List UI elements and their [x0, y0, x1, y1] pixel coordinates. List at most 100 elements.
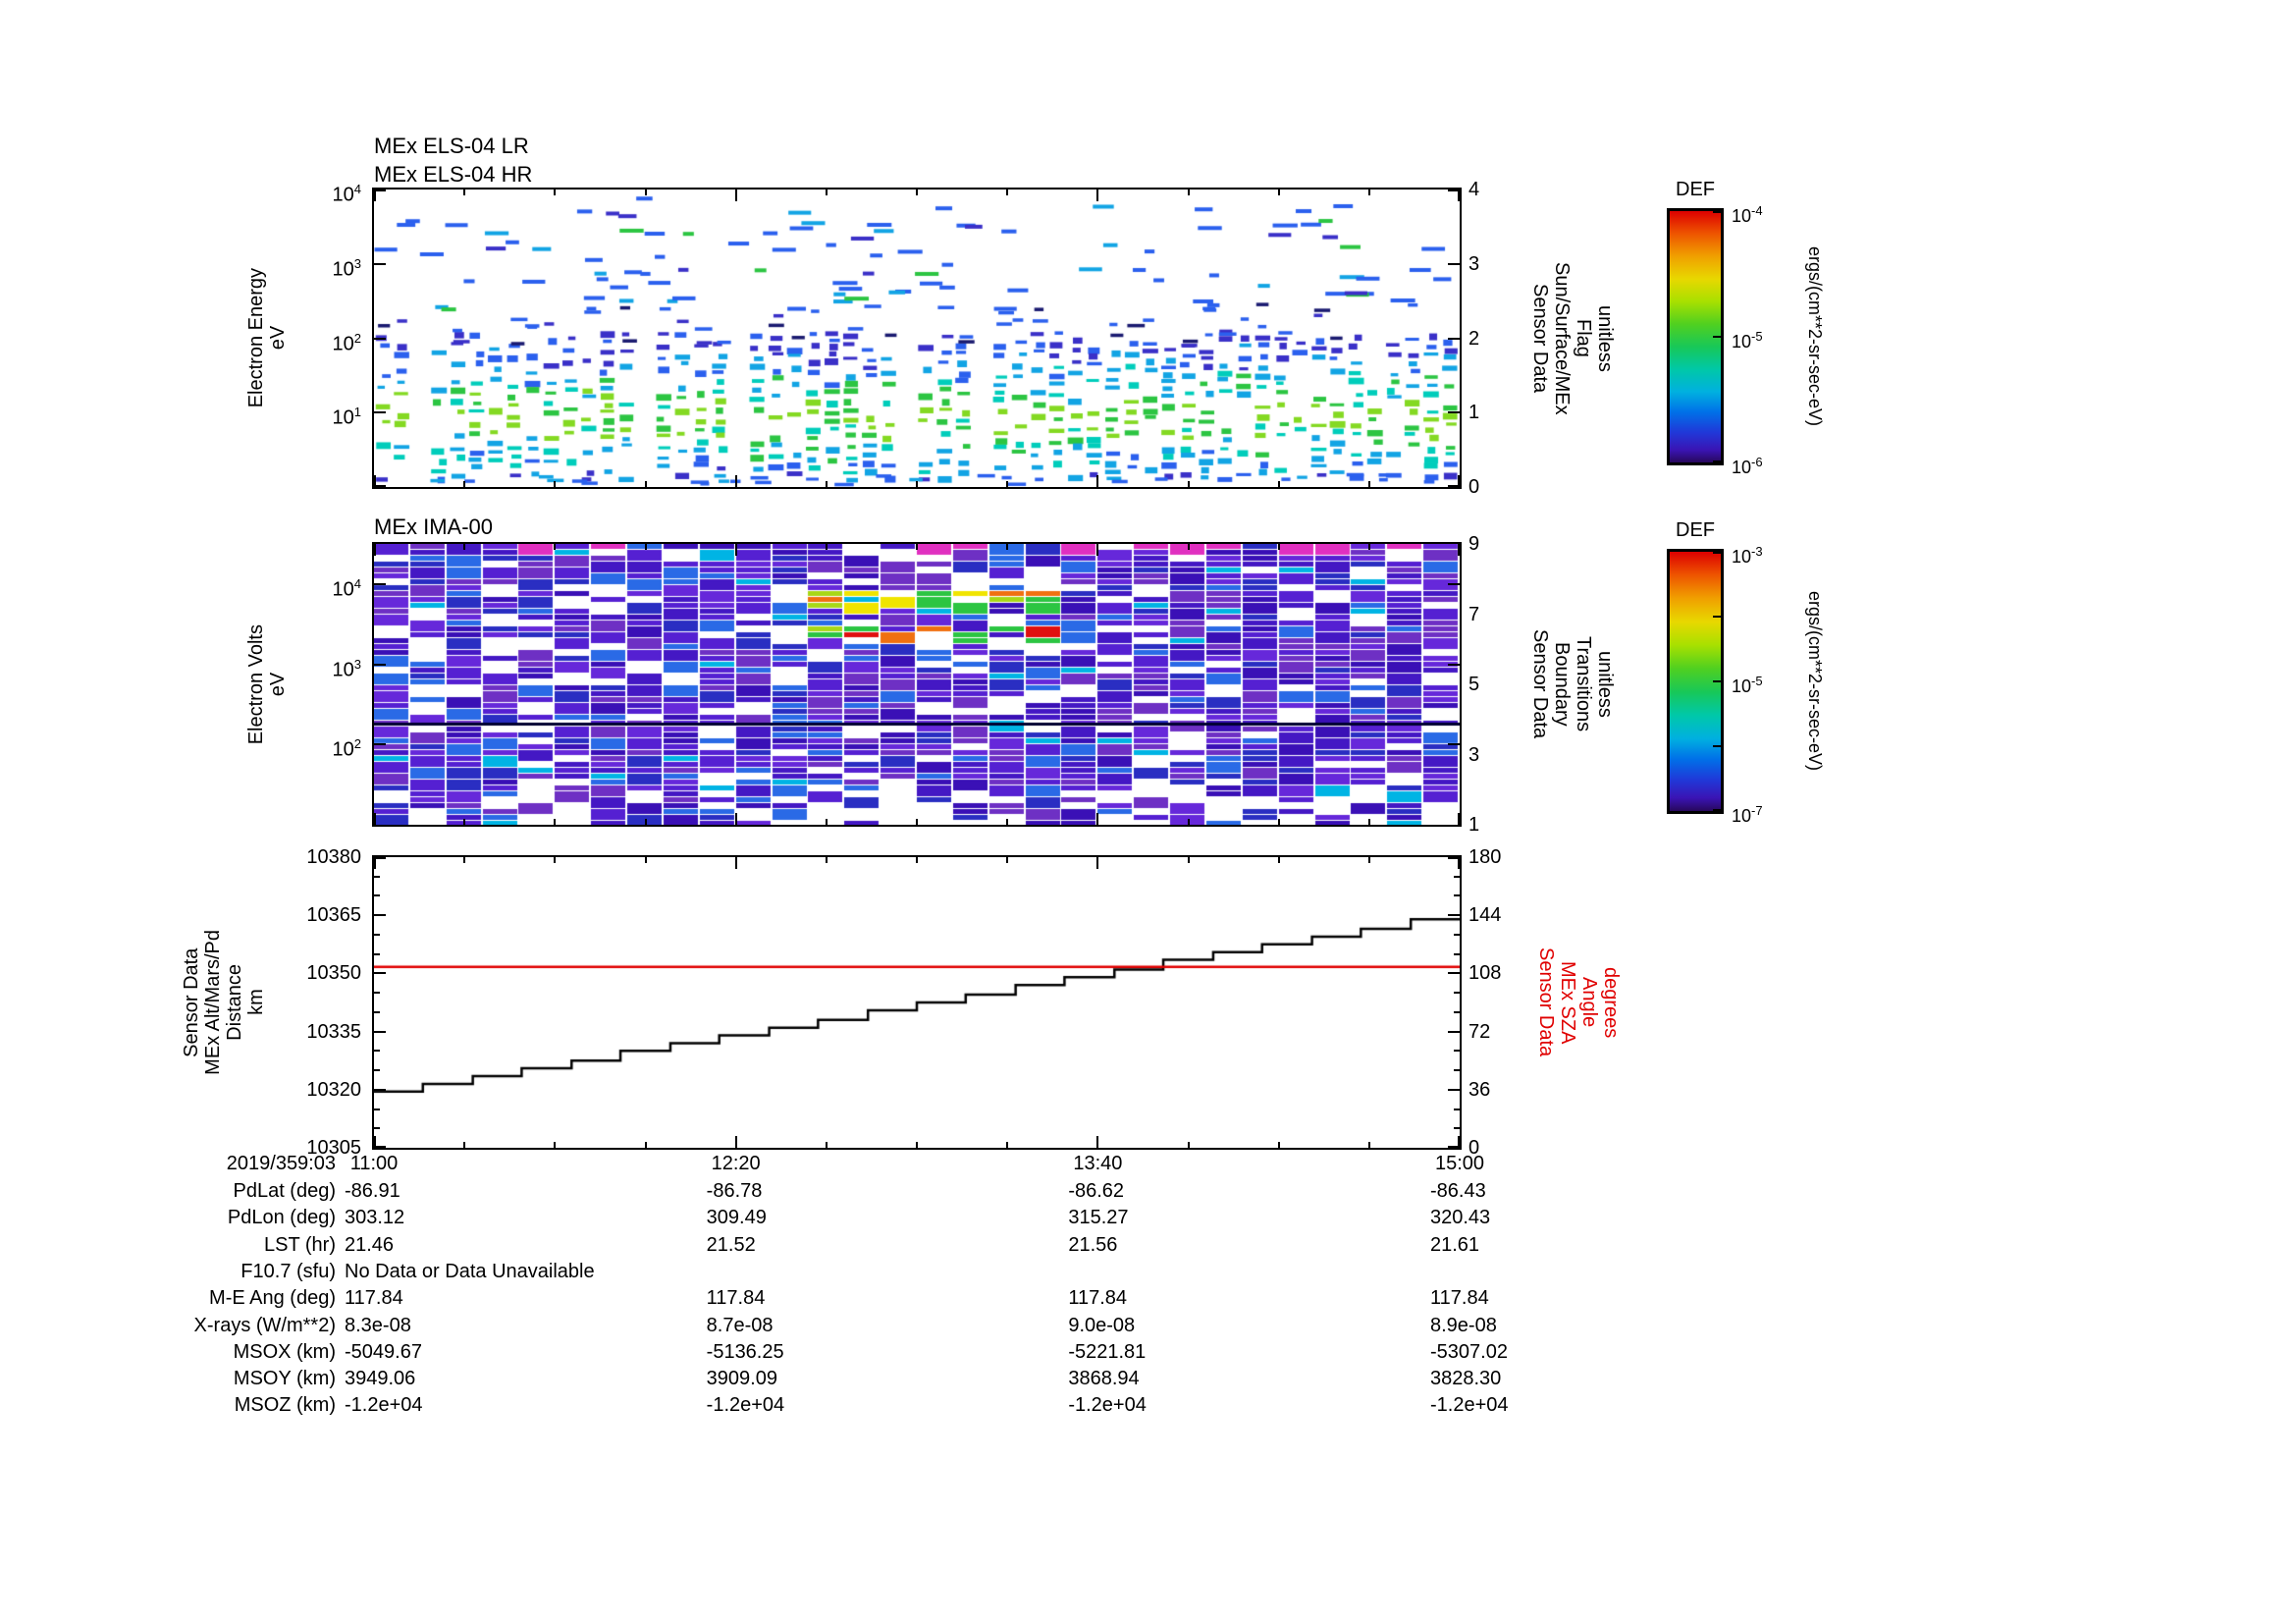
tick-mark — [1188, 544, 1190, 550]
tick-mark — [1368, 189, 1370, 195]
row-label: M-E Ang (deg) — [209, 1287, 336, 1309]
tick-mark — [374, 263, 386, 265]
row-value: -1.2e+04 — [706, 1394, 785, 1416]
tick-mark — [1448, 263, 1460, 265]
tick-mark — [374, 894, 380, 896]
tick-mark — [1458, 1136, 1460, 1148]
tick-mark — [374, 189, 386, 191]
tick-mark — [1713, 552, 1721, 554]
row-value: 21.56 — [1068, 1234, 1118, 1256]
x-tick-label: 13:40 — [1073, 1153, 1123, 1174]
tick-mark — [916, 819, 918, 825]
sza-axis-label: Sensor Data MEx SZA Angle degrees — [1535, 947, 1622, 1057]
tick-mark — [374, 1011, 380, 1013]
tick-mark — [374, 411, 386, 413]
tick-mark — [1454, 876, 1460, 878]
row-label: LST (hr) — [264, 1234, 336, 1256]
tick-mark — [826, 189, 828, 195]
tick-mark — [916, 857, 918, 863]
tick-mark — [374, 813, 376, 825]
tick-mark — [645, 481, 647, 487]
tick-mark — [374, 1109, 380, 1110]
tick-mark — [1278, 481, 1280, 487]
tick-mark — [374, 914, 386, 916]
tick-mark — [1006, 481, 1008, 487]
tick-mark — [1096, 813, 1098, 825]
tick-mark — [1096, 544, 1098, 556]
axis-tick-label: 4 — [1468, 179, 1480, 200]
axis-tick-label: 36 — [1468, 1078, 1491, 1101]
ima-boundary-axis-label-wrap: Sensor Data Boundary Transitions unitles… — [1523, 544, 1622, 825]
x-tick-label: 11:00 — [349, 1153, 399, 1174]
tick-mark — [374, 1136, 376, 1148]
row-value: -5136.25 — [706, 1341, 784, 1363]
row-label: F10.7 (sfu) — [240, 1261, 336, 1282]
row-value: 21.46 — [345, 1234, 395, 1256]
tick-mark — [1368, 857, 1370, 863]
tick-mark — [645, 819, 647, 825]
axis-tick-label: 10-7 — [1732, 803, 1763, 826]
axis-tick-label: 3 — [1468, 252, 1480, 275]
tick-mark — [374, 914, 380, 916]
tick-mark — [1096, 1136, 1098, 1148]
tick-mark — [374, 485, 386, 487]
axis-tick-label: 10-5 — [1732, 674, 1763, 696]
altitude-y-axis-label-wrap: Sensor Data MEx Alt/Mars/Pd Distance km — [175, 857, 273, 1148]
row-label: PdLon (deg) — [227, 1207, 336, 1228]
tick-mark — [374, 664, 386, 666]
axis-tick-label: 180 — [1468, 846, 1502, 868]
sza-axis-label-wrap: Sensor Data MEx SZA Angle degrees — [1529, 857, 1628, 1148]
tick-mark — [645, 544, 647, 550]
ima-spectrogram-canvas — [374, 544, 1460, 825]
axis-tick-label: 102 — [332, 330, 361, 355]
tick-mark — [1458, 475, 1460, 487]
tick-mark — [1713, 680, 1721, 682]
axis-tick-label: 1 — [1468, 814, 1480, 836]
row-value: 3949.06 — [345, 1368, 416, 1389]
row-value: 117.84 — [706, 1287, 766, 1309]
tick-mark — [1006, 857, 1008, 863]
colorbar1-units: ergs/(cm**2-sr-sec-eV) — [1805, 246, 1825, 427]
tick-mark — [374, 934, 380, 936]
row-value: 9.0e-08 — [1068, 1315, 1136, 1336]
tick-mark — [1096, 189, 1098, 201]
tick-mark — [1454, 934, 1460, 936]
tick-mark — [1448, 743, 1460, 745]
axis-tick-label: 2 — [1468, 327, 1480, 350]
row-value: 3828.30 — [1430, 1368, 1502, 1389]
tick-mark — [826, 857, 828, 863]
row-label: MSOX (km) — [233, 1341, 336, 1363]
colorbar2-title: DEF — [1676, 519, 1715, 541]
axis-tick-label: 103 — [332, 255, 361, 281]
tick-mark — [735, 813, 737, 825]
tick-mark — [826, 544, 828, 550]
altitude-sza-panel — [372, 855, 1462, 1150]
tick-mark — [735, 475, 737, 487]
tick-mark — [374, 876, 380, 878]
colorbar1 — [1667, 208, 1724, 465]
colorbar1-ticks: 10-4 10-5 10-6 — [1732, 203, 1800, 477]
axis-tick-label: 10-6 — [1732, 455, 1763, 477]
tick-mark — [1448, 1146, 1460, 1148]
colorbar2 — [1667, 549, 1724, 814]
tick-mark — [554, 544, 556, 550]
tick-mark — [1458, 813, 1460, 825]
tick-mark — [916, 1142, 918, 1148]
tick-mark — [374, 583, 386, 585]
tick-mark — [554, 857, 556, 863]
tick-mark — [1188, 857, 1190, 863]
tick-mark — [1713, 336, 1721, 338]
tick-mark — [374, 1127, 380, 1129]
tick-mark — [826, 481, 828, 487]
tick-mark — [1454, 992, 1460, 994]
axis-tick-label: 9 — [1468, 533, 1480, 555]
tick-mark — [1713, 745, 1721, 747]
tick-mark — [463, 189, 465, 195]
ima-spectrogram-panel — [372, 542, 1462, 827]
ima-y-ticks: 104 103 102 — [265, 544, 361, 825]
tick-mark — [735, 1136, 737, 1148]
tick-mark — [1454, 1109, 1460, 1110]
table-row: LST (hr) 21.46 21.52 21.56 21.61 — [0, 1232, 2296, 1259]
tick-mark — [1188, 189, 1190, 195]
tick-mark — [1368, 544, 1370, 550]
